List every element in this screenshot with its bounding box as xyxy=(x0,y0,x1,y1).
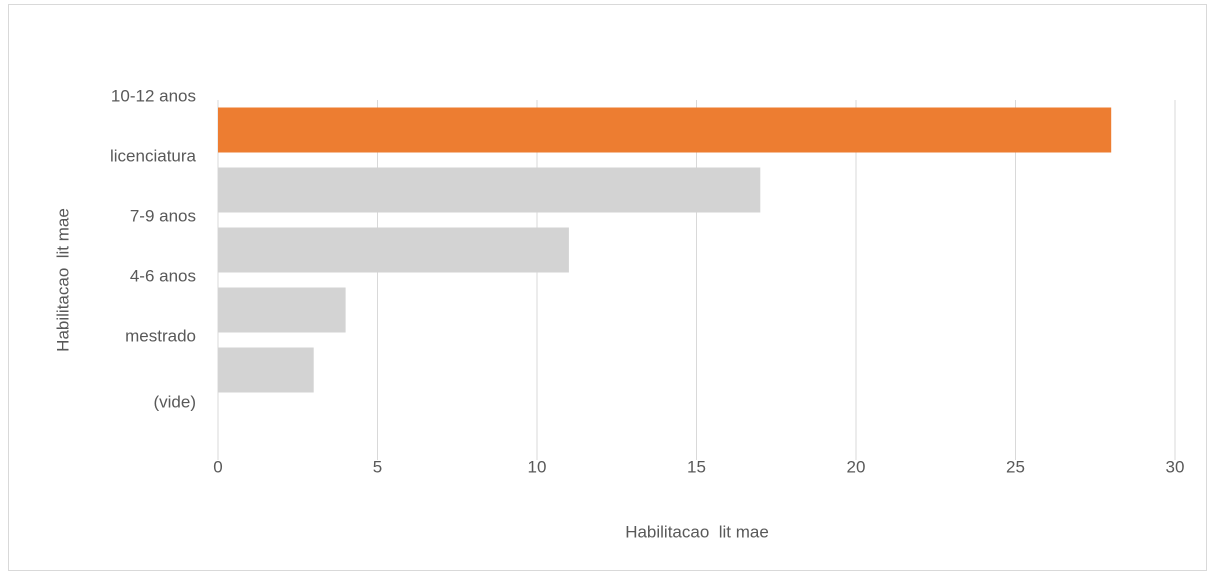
x-tick-label: 15 xyxy=(687,457,706,476)
bar xyxy=(218,287,346,333)
bar xyxy=(218,167,761,213)
y-tick-label: 7-9 anos xyxy=(130,206,196,225)
y-tick-label: 4-6 anos xyxy=(130,266,196,285)
bar xyxy=(218,347,314,393)
y-tick-label: 10-12 anos xyxy=(111,86,196,105)
chart-frame xyxy=(8,4,1207,571)
x-tick-label: 20 xyxy=(847,457,866,476)
x-tick-label: 0 xyxy=(213,457,222,476)
x-tick-label: 25 xyxy=(1006,457,1025,476)
bar xyxy=(218,107,1112,153)
x-tick-label: 10 xyxy=(528,457,547,476)
bar xyxy=(218,227,569,273)
y-tick-label: (vide) xyxy=(153,392,196,411)
y-axis-title: Habilitacao lit mae xyxy=(53,208,72,352)
y-tick-label: mestrado xyxy=(125,326,196,345)
x-tick-label: 30 xyxy=(1166,457,1185,476)
x-tick-label: 5 xyxy=(373,457,382,476)
y-tick-label: licenciatura xyxy=(110,146,197,165)
x-axis-title: Habilitacao lit mae xyxy=(625,522,769,541)
